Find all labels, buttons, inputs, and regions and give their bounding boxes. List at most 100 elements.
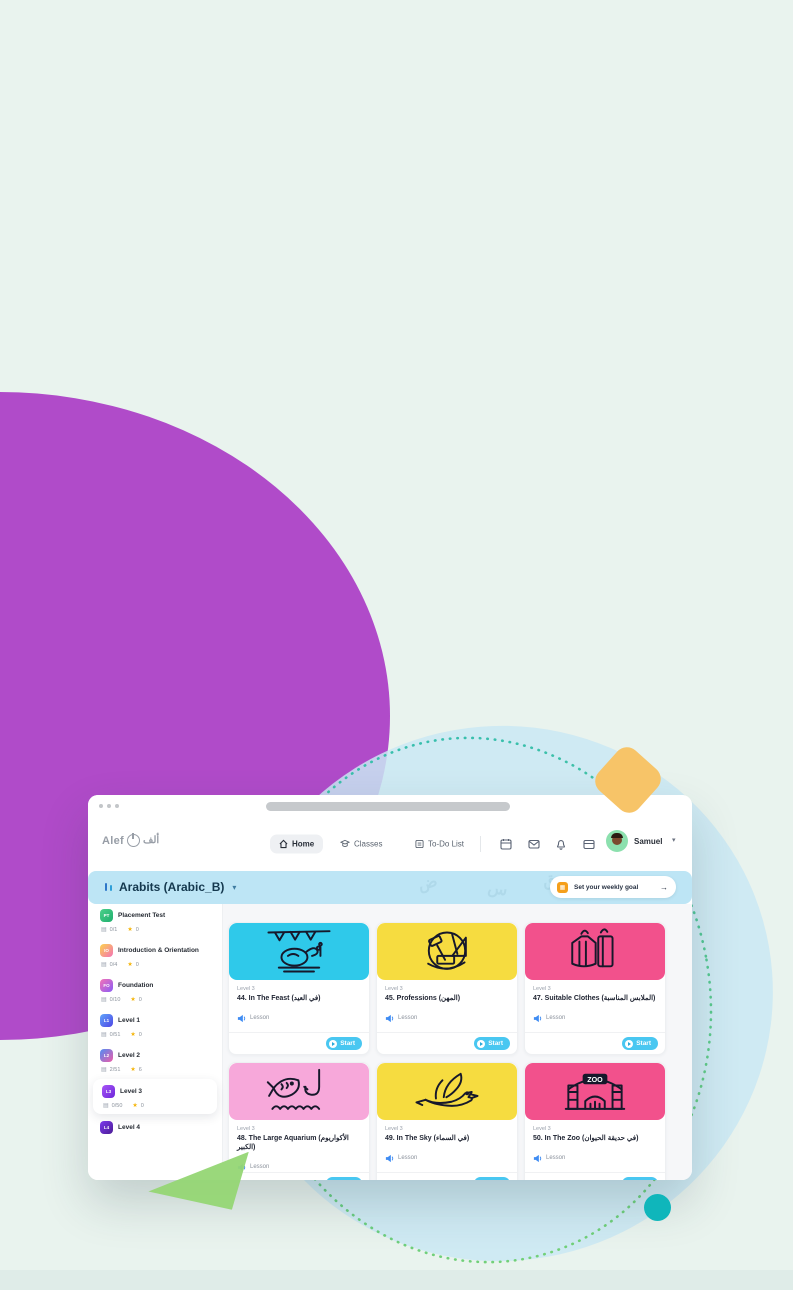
start-button[interactable]: Start	[326, 1177, 362, 1180]
tab-label: To-Do List	[428, 839, 465, 849]
start-label: Start	[636, 1040, 651, 1047]
sidebar-item-introduction[interactable]: IO Introduction & Orientation ▤ 0/4 ★ 0	[88, 939, 222, 972]
sidebar-item-foundation[interactable]: FO Foundation ▤ 0/10 ★ 0	[88, 974, 222, 1007]
card-illustration	[377, 1063, 517, 1120]
tab-home[interactable]: Home	[270, 834, 324, 854]
card-illustration	[229, 1063, 369, 1120]
audio-lesson-icon	[533, 1014, 542, 1022]
star-icon: ★	[127, 927, 133, 933]
sidebar-item-level-3[interactable]: L3 Level 3 ▤ 0/50 ★ 0	[93, 1079, 217, 1114]
lesson-card[interactable]: Level 3 49. In The Sky (في السماء) Lesso…	[376, 1062, 518, 1180]
lessons-count: 2/51	[109, 1066, 121, 1073]
user-name: Samuel	[634, 837, 663, 846]
lessons-count: 0/51	[109, 1031, 121, 1038]
card-title: 44. In The Feast (في العيد)	[237, 995, 321, 1002]
sidebar-item-label: Level 1	[118, 1016, 141, 1024]
audio-lesson-icon	[237, 1014, 246, 1022]
card-footer: Start	[525, 1032, 665, 1054]
logo-text: Alef	[102, 834, 124, 847]
stars-count: 0	[138, 996, 142, 1003]
lessons-icon: ▤	[101, 1032, 107, 1038]
sidebar-item-level-2[interactable]: L2 Level 2 ▤ 2/51 ★ 6	[88, 1044, 222, 1077]
lesson-card[interactable]: ZOO Level 3 50. In The Zoo (في حديقة الح…	[524, 1062, 666, 1180]
audio-lesson-icon	[533, 1154, 542, 1162]
play-icon	[477, 1039, 486, 1048]
lessons-count: 0/1	[109, 926, 118, 933]
stars-count: 0	[140, 1102, 144, 1109]
lesson-card[interactable]: Level 3 45. Professions (المهن) Lesson S…	[376, 922, 518, 1055]
lessons-icon: ▤	[101, 997, 107, 1003]
placement-test-icon: PT	[100, 909, 113, 922]
lesson-card[interactable]: Level 3 47. Suitable Clothes (الملابس ال…	[524, 922, 666, 1055]
lesson-type-label: Lesson	[250, 1015, 270, 1022]
card-title: 50. In The Zoo (في حديقة الحيوان)	[533, 1135, 639, 1142]
lesson-card[interactable]: Level 3 48. The Large Aquarium (الأكواري…	[228, 1062, 370, 1180]
level-4-icon: L4	[100, 1121, 113, 1134]
set-weekly-goal-button[interactable]: ▦ Set your weekly goal →	[550, 876, 676, 898]
stars-count: 6	[138, 1066, 142, 1073]
star-icon: ★	[130, 1032, 136, 1038]
star-icon: ★	[130, 1067, 136, 1073]
start-label: Start	[340, 1040, 355, 1047]
lessons-count: 0/4	[109, 961, 118, 968]
card-title: 48. The Large Aquarium (الأكواريوم الكبي…	[237, 1135, 349, 1151]
stars-count: 0	[138, 1031, 142, 1038]
sidebar-item-label: Placement Test	[118, 911, 166, 919]
sidebar-item-level-1[interactable]: L1 Level 1 ▤ 0/51 ★ 0	[88, 1009, 222, 1042]
introduction-icon: IO	[100, 944, 113, 957]
sidebar-item-placement-test[interactable]: PT Placement Test ▤ 0/1 ★ 0	[88, 904, 222, 937]
goal-button-label: Set your weekly goal	[574, 883, 639, 891]
start-button[interactable]: Start	[474, 1037, 510, 1050]
tab-label: Home	[292, 839, 315, 849]
todo-list-icon	[415, 839, 424, 849]
audio-lesson-icon	[385, 1014, 394, 1022]
lesson-card[interactable]: Level 3 44. In The Feast (في العيد) Less…	[228, 922, 370, 1055]
start-button[interactable]: Start	[474, 1177, 510, 1180]
course-sidebar: PT Placement Test ▤ 0/1 ★ 0 IO Introduct…	[88, 904, 223, 1180]
logo-arabic-text: ألف	[142, 835, 160, 846]
start-button[interactable]: Start	[326, 1037, 362, 1050]
stars-count: 0	[135, 926, 139, 933]
alef-logo[interactable]: Alef ألف	[102, 833, 160, 847]
play-icon	[477, 1179, 486, 1180]
sidebar-item-label: Foundation	[118, 981, 154, 989]
card-illustration	[525, 923, 665, 980]
window-controls[interactable]	[99, 804, 119, 808]
arabic-doodle: ض	[416, 872, 440, 895]
schedule-icon[interactable]	[500, 838, 512, 850]
address-bar[interactable]	[266, 802, 510, 811]
play-icon	[625, 1179, 634, 1180]
wallet-icon[interactable]	[583, 838, 595, 850]
bell-icon[interactable]	[555, 838, 567, 850]
course-banner: ض س ق Arabits (Arabic_B) ▾ ▦ Set your we…	[88, 871, 692, 904]
nav-divider	[480, 836, 481, 852]
lessons-icon: ▤	[103, 1103, 109, 1109]
tab-classes[interactable]: Classes	[340, 840, 382, 849]
mail-icon[interactable]	[528, 838, 540, 850]
start-button[interactable]: Start	[622, 1037, 658, 1050]
card-title: 47. Suitable Clothes (الملابس المناسبة)	[533, 995, 656, 1002]
sidebar-item-label: Level 4	[118, 1123, 141, 1131]
chevron-down-icon[interactable]: ▾	[232, 882, 237, 892]
lessons-icon: ▤	[101, 927, 107, 933]
card-footer: Start	[377, 1172, 517, 1180]
star-icon: ★	[127, 962, 133, 968]
avatar[interactable]	[606, 830, 628, 852]
lesson-type-label: Lesson	[250, 1164, 270, 1170]
chevron-down-icon[interactable]: ▾	[672, 837, 676, 844]
sidebar-item-label: Level 2	[118, 1051, 141, 1059]
lesson-type-label: Lesson	[546, 1015, 566, 1022]
card-footer: Start	[377, 1032, 517, 1054]
card-footer: Start	[525, 1172, 665, 1180]
browser-window: Alef ألف Home Classes To-Do List	[88, 795, 692, 1180]
tab-todo-list[interactable]: To-Do List	[415, 840, 464, 849]
card-footer: Start	[229, 1172, 369, 1180]
card-title: 49. In The Sky (في السماء)	[385, 1135, 470, 1142]
start-button[interactable]: Start	[622, 1177, 658, 1180]
foundation-icon: FO	[100, 979, 113, 992]
start-label: Start	[488, 1040, 503, 1047]
play-icon	[625, 1039, 634, 1048]
sidebar-item-level-4[interactable]: L4 Level 4	[88, 1116, 222, 1138]
aquarium-illustration-icon	[266, 1068, 321, 1110]
